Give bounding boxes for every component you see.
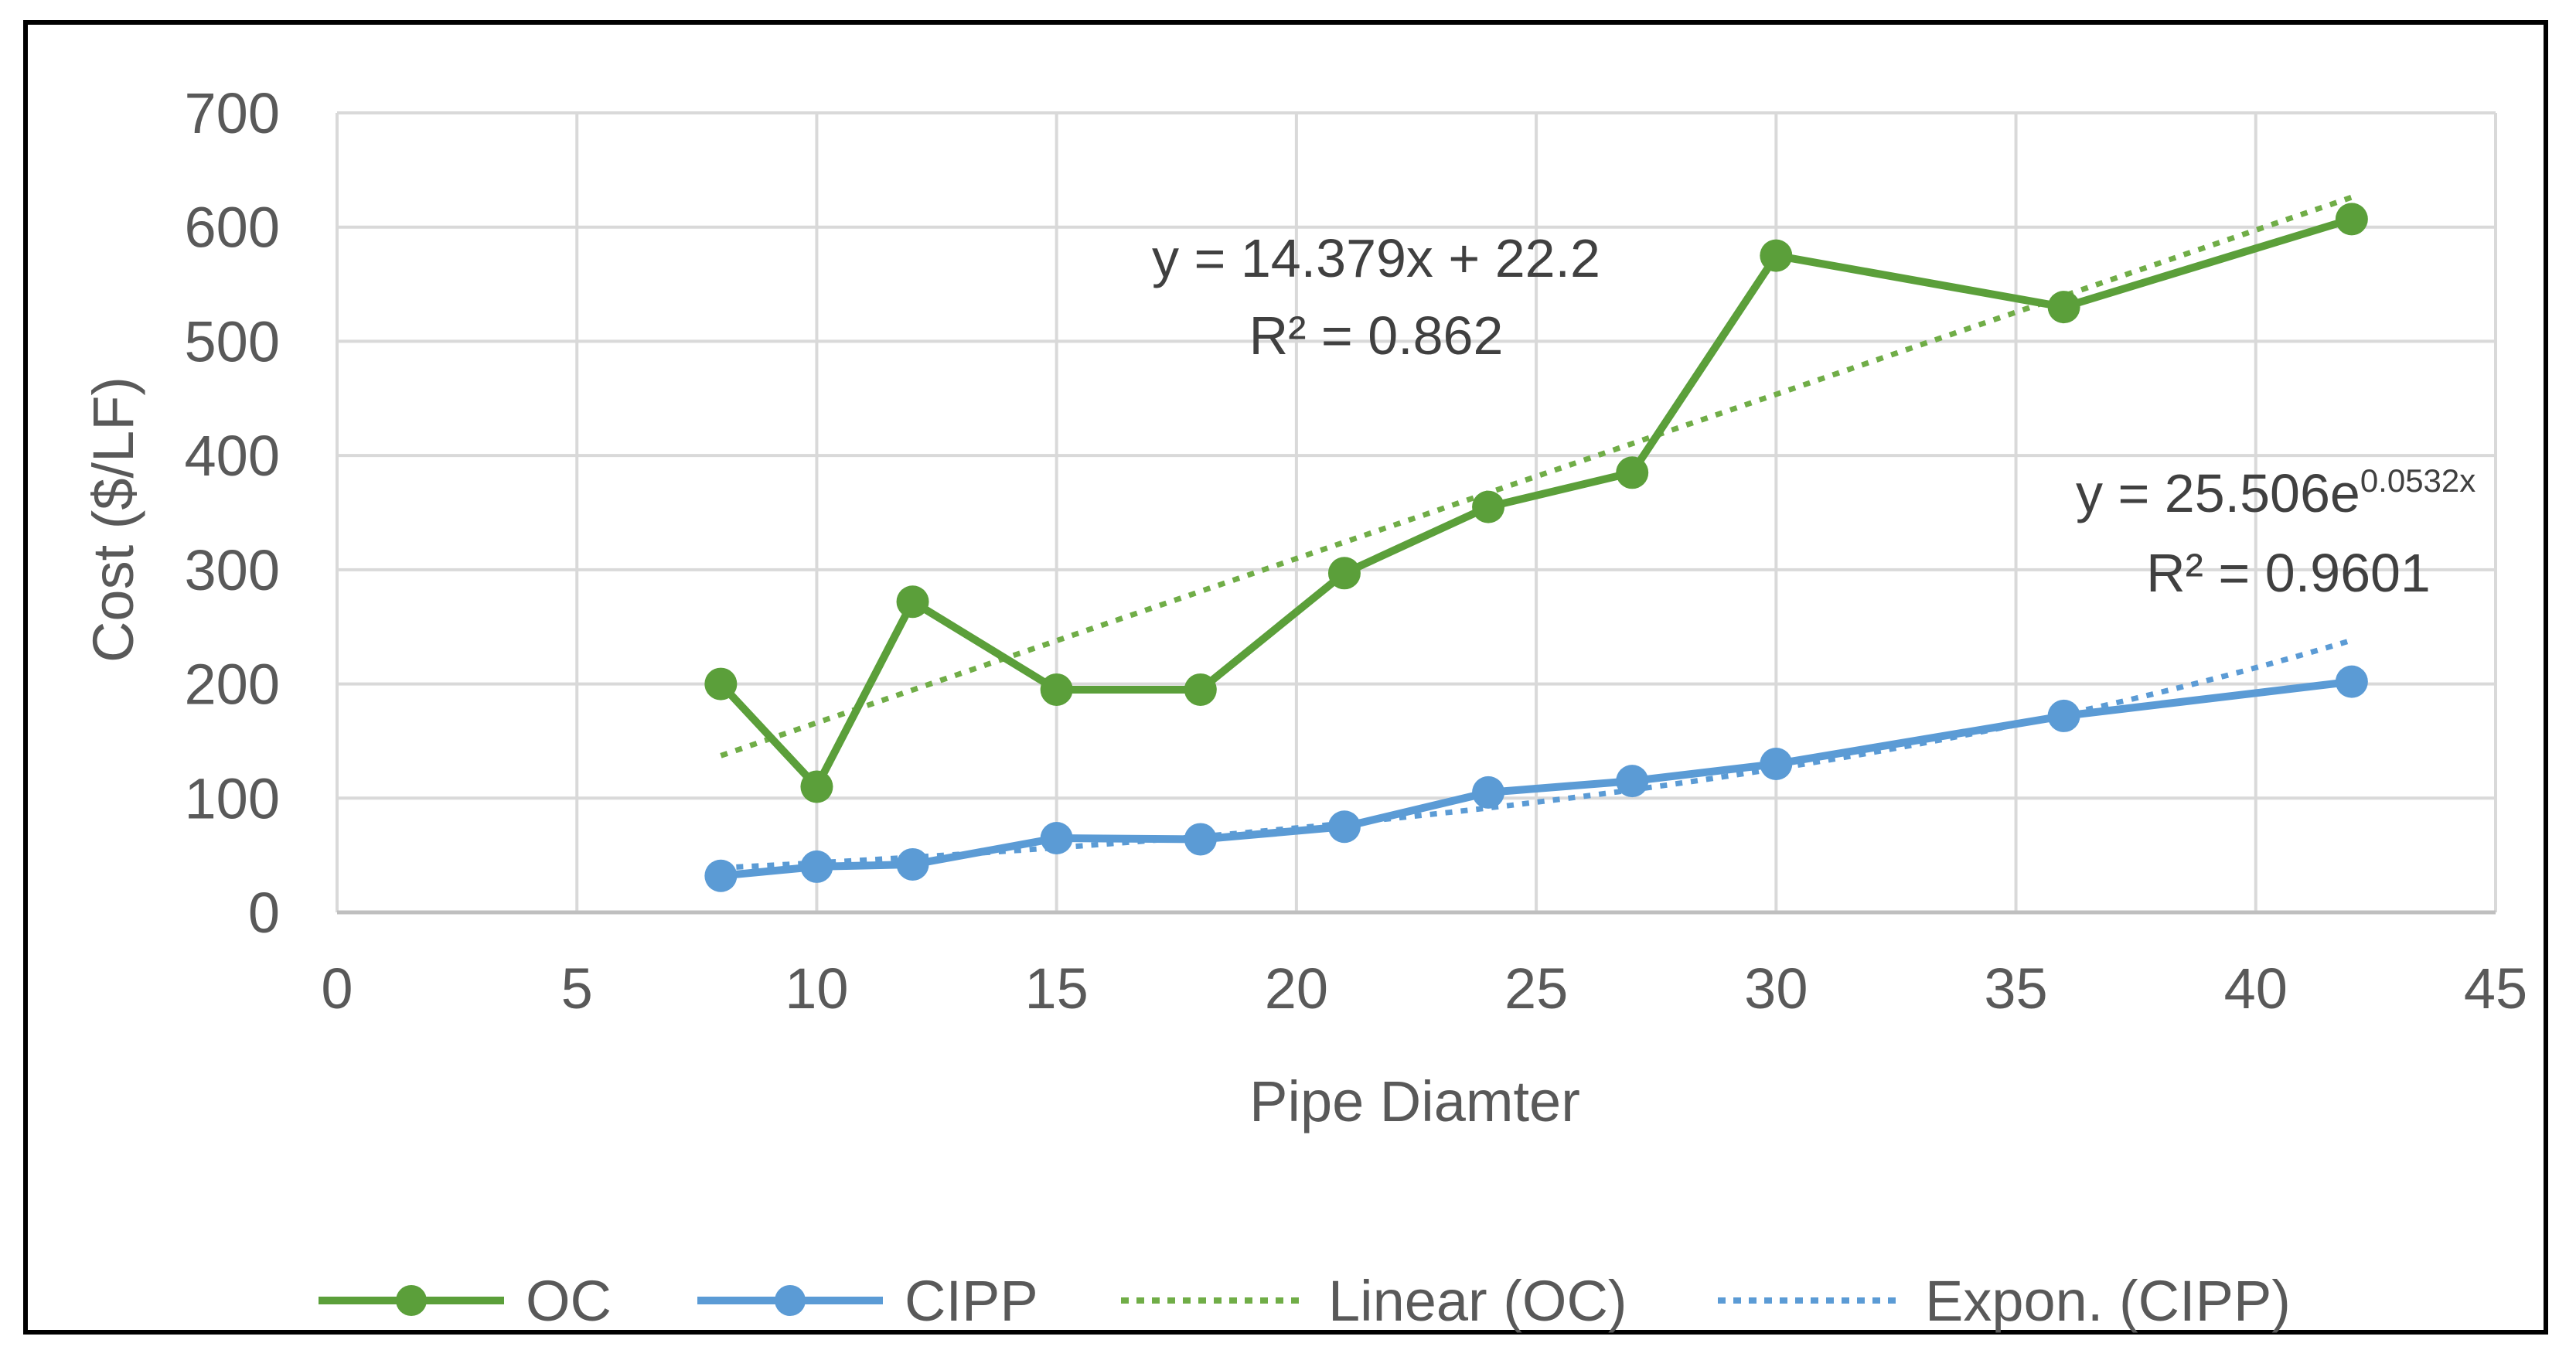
legend-expon-cipp-label: Expon. (CIPP) [1925,1269,2291,1333]
data-point-cipp [800,850,833,883]
legend-linear-oc-label: Linear (OC) [1328,1269,1627,1333]
tick-labels: 0 100 200 300 400 500 600 700 0 5 10 15 20 25 30 35 40 45 [185,81,2528,1021]
data-point-cipp [1760,747,1793,780]
x-tick-label: 45 [2464,956,2527,1021]
data-point-oc [704,667,738,701]
legend-cipp-marker [775,1285,806,1316]
axes [336,113,2496,915]
cipp-equation-label: y = 25.506e0.0532x [2076,462,2475,523]
y-tick-label: 0 [248,881,280,945]
data-point-oc [896,585,929,619]
legend-item-oc: OC [319,1269,612,1333]
legend-cipp-label: CIPP [905,1269,1038,1333]
x-tick-label: 5 [561,956,593,1021]
legend: OC CIPP Linear (OC) Expon. (CIPP) [319,1269,2291,1333]
data-point-cipp [2335,665,2368,698]
data-point-cipp [704,859,738,892]
data-series [704,203,2368,892]
data-point-oc [1327,557,1361,590]
data-point-cipp [896,847,929,881]
legend-item-linear-oc: Linear (OC) [1121,1269,1627,1333]
data-point-oc [2047,291,2080,324]
x-tick-label: 40 [2224,956,2288,1021]
y-tick-label: 700 [185,81,280,145]
data-point-cipp [2047,699,2080,732]
x-tick-label: 35 [1984,956,2047,1021]
x-tick-label: 15 [1025,956,1089,1021]
chart-frame [23,20,2548,1335]
data-point-oc [2335,203,2368,236]
oc-equation-label: y = 14.379x + 22.2 [1152,228,1600,288]
cipp-r2-label: R² = 0.9601 [2146,543,2431,603]
y-tick-label: 500 [185,309,280,373]
x-tick-label: 10 [785,956,848,1021]
data-point-cipp [1327,810,1361,844]
data-point-oc [1760,239,1793,272]
cipp-equation-exponent: 0.0532x [2360,462,2475,499]
data-point-oc [1472,490,1505,523]
y-tick-label: 200 [185,653,280,717]
data-point-oc [1184,673,1217,706]
x-tick-label: 0 [321,956,353,1021]
legend-oc-label: OC [526,1269,612,1333]
y-tick-label: 600 [185,196,280,260]
y-axis-title: Cost ($/LF) [81,377,145,663]
data-point-oc [800,770,833,803]
legend-item-cipp: CIPP [697,1269,1038,1333]
legend-oc-marker [396,1285,427,1316]
y-tick-label: 300 [185,538,280,602]
oc-r2-label: R² = 0.862 [1249,305,1504,366]
legend-item-expon-cipp: Expon. (CIPP) [1718,1269,2291,1333]
x-tick-label: 30 [1744,956,1808,1021]
data-point-oc [1616,456,1649,489]
x-tick-label: 25 [1504,956,1568,1021]
cipp-equation-base: y = 25.506e [2076,463,2360,523]
y-tick-label: 400 [185,424,280,488]
gridlines [337,111,2497,912]
data-point-cipp [1472,776,1505,809]
data-point-cipp [1616,765,1649,798]
data-point-cipp [1184,823,1217,856]
data-point-oc [1040,673,1073,706]
x-tick-label: 20 [1265,956,1328,1021]
y-tick-label: 100 [185,766,280,830]
data-point-cipp [1040,821,1073,854]
x-axis-title: Pipe Diamter [1249,1069,1580,1133]
